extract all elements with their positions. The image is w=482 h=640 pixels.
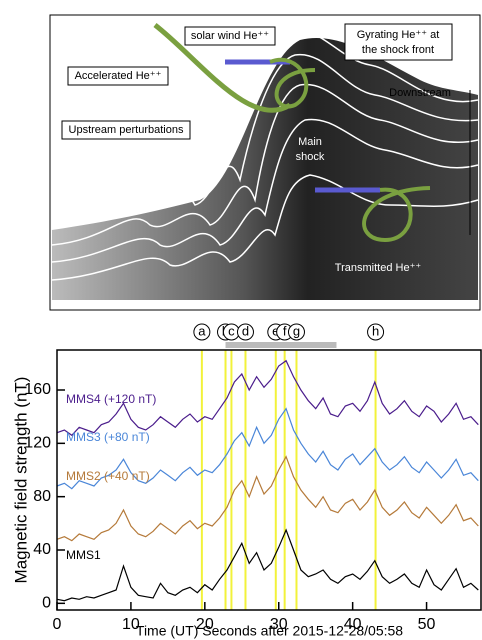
y-tick-label: 40	[33, 541, 51, 558]
x-tick-label: 0	[53, 616, 62, 633]
series-label: MMS4 (+120 nT)	[66, 392, 156, 406]
label-box	[61, 120, 191, 140]
label: Transmitted He⁺⁺	[335, 262, 422, 274]
x-tick-label: 30	[270, 616, 288, 633]
x-tick-label: 10	[122, 616, 140, 633]
event-band	[225, 342, 337, 348]
label: Accelerated He⁺⁺	[75, 70, 162, 82]
series-label: MMS2 (+40 nT)	[66, 469, 150, 483]
x-tick-label: 20	[196, 616, 214, 633]
label: solar wind He⁺⁺	[191, 30, 269, 42]
event-label: a	[198, 323, 206, 338]
event-label: e	[272, 323, 279, 338]
series-line	[56, 455, 479, 542]
y-tick-label: 160	[24, 381, 51, 398]
event-circle	[193, 323, 211, 341]
event-circle	[367, 323, 385, 341]
y-tick-label: 0	[42, 595, 51, 612]
series-line	[56, 528, 479, 602]
gyration-arrow	[269, 57, 316, 109]
label: the shock front	[362, 44, 434, 56]
series-label: MMS1	[66, 548, 101, 562]
label: Downstream	[389, 87, 451, 99]
x-tick-label: 40	[344, 616, 362, 633]
event-circle	[236, 323, 254, 341]
label: shock	[296, 151, 325, 163]
x-tick-label: 50	[418, 616, 436, 633]
y-tick-label: 120	[24, 435, 51, 452]
transmitted-arrow	[362, 186, 431, 243]
series-label: MMS3 (+80 nT)	[66, 430, 150, 444]
event-circle	[287, 323, 305, 341]
plot-frame	[56, 349, 482, 611]
series-line	[56, 407, 479, 490]
diagram: solar wind He⁺⁺ Gyrating He⁺⁺ at the sho…	[49, 14, 481, 311]
event-label: g	[293, 323, 300, 338]
label: Gyrating He⁺⁺ at	[357, 29, 440, 41]
x-axis-label: Time (UT) Seconds after 2015-12-28/05:58	[136, 623, 403, 639]
y-tick-label: 80	[33, 488, 51, 505]
label-box	[67, 66, 169, 86]
accelerated-arrow	[153, 23, 292, 113]
event-label: h	[372, 323, 379, 338]
label-box	[344, 23, 453, 61]
chart: MMS4 (+120 nT) MMS3 (+80 nT) MMS2 (+40 nT)…	[11, 323, 482, 639]
ridges	[51, 28, 479, 281]
label-box	[184, 26, 276, 46]
event-label: f	[283, 323, 287, 338]
series-line	[56, 359, 479, 437]
event-label: c	[228, 323, 235, 338]
label: Upstream perturbations	[69, 124, 184, 136]
label: Main	[298, 136, 322, 148]
event-label: d	[242, 323, 249, 338]
y-axis-label: Magnetic field strength (nT)	[11, 377, 30, 584]
